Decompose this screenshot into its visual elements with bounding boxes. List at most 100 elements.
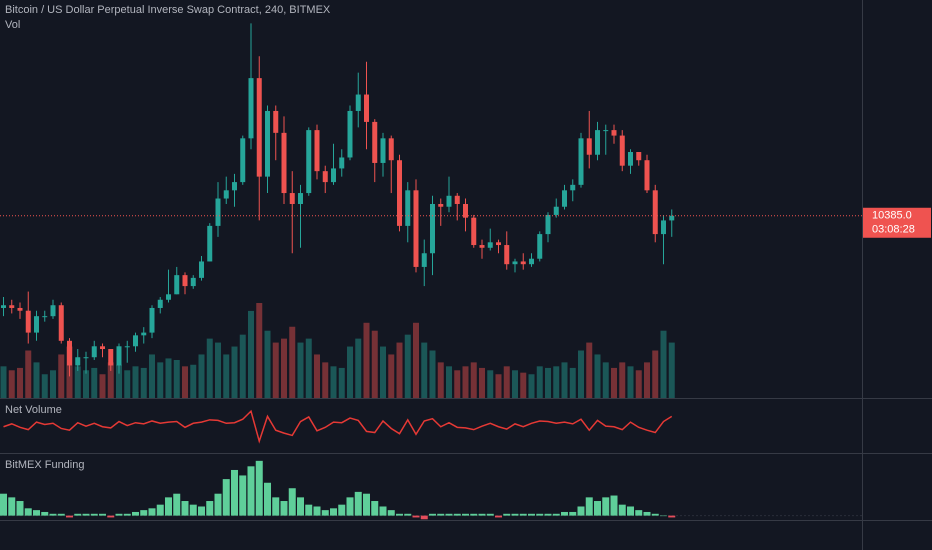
candle-body	[199, 261, 204, 278]
funding-bar	[387, 510, 395, 516]
candle-body	[454, 195, 460, 204]
candle-body	[644, 160, 650, 191]
volume-bar	[107, 362, 114, 398]
funding-bar	[288, 488, 296, 516]
funding-bar	[429, 513, 436, 516]
candle-body	[157, 299, 163, 308]
volume-bar	[8, 370, 15, 398]
volume-bar	[165, 358, 172, 398]
funding-bar	[321, 510, 329, 516]
volume-bar	[635, 370, 642, 398]
volume-bar	[17, 367, 23, 398]
volume-bar	[355, 338, 362, 398]
funding-bar	[495, 515, 502, 518]
candle-body	[42, 316, 48, 318]
candle-body	[413, 190, 419, 267]
candle-body	[223, 190, 229, 199]
funding-bar	[668, 515, 676, 518]
candle-body	[487, 242, 493, 248]
candle-body	[215, 198, 221, 226]
candle-body	[603, 130, 609, 132]
candle-body	[496, 242, 501, 246]
volume-bar	[652, 350, 659, 398]
volume-bar	[660, 330, 667, 398]
funding-bar	[437, 513, 445, 516]
funding-bar	[643, 511, 651, 516]
candle-body	[553, 206, 559, 215]
volume-bar	[289, 326, 296, 398]
volume-bar	[553, 366, 560, 398]
candle-body	[669, 215, 675, 221]
candle-body	[636, 152, 642, 161]
funding-bar	[635, 510, 643, 516]
funding-bar	[132, 511, 139, 516]
volume-bar	[520, 372, 527, 398]
candle-body	[331, 168, 336, 183]
volume-bar	[363, 322, 370, 398]
volume-bar	[347, 346, 353, 398]
candle-body	[504, 245, 510, 265]
volume-bar	[140, 367, 147, 398]
funding-bar	[107, 515, 115, 518]
candle-body	[380, 138, 386, 163]
funding-bar	[90, 513, 98, 516]
candle-body	[512, 261, 518, 265]
funding-bar	[255, 460, 263, 516]
chart-title: Bitcoin / US Dollar Perpetual Inverse Sw…	[5, 4, 331, 16]
candle-body	[446, 195, 452, 207]
candle-body	[570, 184, 576, 191]
volume-bar	[446, 366, 452, 398]
candle-body	[273, 110, 279, 133]
funding-bar	[115, 513, 123, 516]
funding-bar	[445, 513, 453, 516]
candle-body	[83, 357, 89, 359]
candle-body	[75, 357, 81, 366]
funding-bar	[140, 510, 148, 516]
candle-body	[207, 225, 213, 262]
candle-body	[347, 110, 353, 158]
candle-body	[1, 305, 6, 308]
volume-bar	[470, 362, 477, 398]
volume-bar	[429, 350, 436, 398]
funding-bar	[371, 501, 379, 516]
candle-body	[388, 138, 394, 161]
funding-bar	[0, 493, 7, 516]
candle-body	[256, 78, 262, 177]
candle-body	[586, 138, 592, 155]
volume-bar	[190, 364, 197, 398]
funding-bar	[552, 513, 560, 516]
volume-bar	[338, 367, 345, 398]
volume-bar	[41, 374, 48, 398]
candle-body	[364, 94, 369, 122]
candle-body	[265, 110, 270, 177]
candle-body	[562, 190, 567, 207]
volume-bar	[479, 367, 485, 398]
funding-bar	[528, 513, 535, 516]
funding-bar	[330, 508, 337, 516]
volume-bar	[33, 362, 40, 398]
funding-bar	[354, 491, 362, 516]
funding-bar	[610, 495, 618, 516]
volume-bar	[198, 354, 205, 398]
funding-bar	[173, 493, 181, 516]
funding-bar	[420, 515, 428, 520]
volume-bar	[124, 370, 131, 398]
funding-bar	[412, 515, 420, 518]
funding-bar	[189, 504, 197, 516]
funding-bar	[74, 513, 82, 516]
volume-bar	[668, 342, 675, 398]
candle-body	[545, 214, 551, 235]
candle-body	[17, 307, 23, 311]
funding-bar	[297, 497, 304, 516]
funding-bar	[198, 506, 205, 516]
candle-body	[595, 130, 600, 155]
volume-bar	[396, 342, 403, 398]
candle-body	[182, 275, 188, 287]
candle-body	[463, 203, 468, 218]
volume-bar	[545, 367, 551, 398]
funding-bar	[602, 497, 610, 516]
funding-bar	[16, 501, 24, 516]
candle-body	[628, 152, 633, 166]
volume-bar	[322, 362, 329, 398]
